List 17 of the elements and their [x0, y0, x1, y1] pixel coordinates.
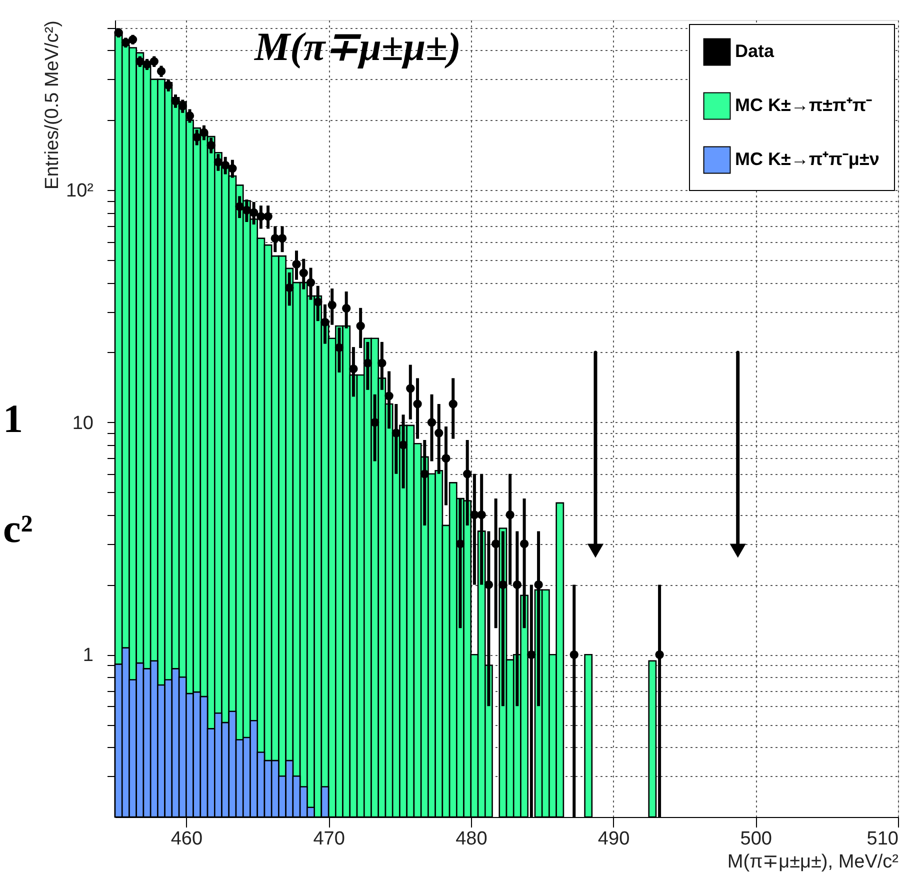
- x-axis-title: M(π∓μ±μ±), MeV/c²: [727, 852, 898, 872]
- x-tick-label: 500: [740, 828, 772, 850]
- legend-label: Data: [735, 41, 776, 61]
- legend-label: MC K±→π⁺π⁻μ±ν: [735, 149, 880, 169]
- text: c²: [3, 506, 33, 551]
- legend-label: MC K±→π±π⁺π⁻: [735, 95, 872, 115]
- x-tick-label: 460: [170, 828, 203, 850]
- text: 1: [3, 396, 23, 441]
- chart-title: M(π∓μ±μ±): [254, 24, 461, 69]
- y-tick-label: 10²: [66, 180, 94, 202]
- x-tick-label: 480: [456, 828, 488, 850]
- y-axis-title: Entries/(0.5 MeV/c²): [42, 20, 64, 190]
- y-tick-label: 10: [72, 412, 94, 434]
- y-tick-label: 1: [82, 645, 94, 666]
- x-tick-label: 510: [866, 828, 898, 850]
- x-tick-label: 490: [598, 828, 630, 850]
- x-tick-label: 470: [313, 828, 345, 850]
